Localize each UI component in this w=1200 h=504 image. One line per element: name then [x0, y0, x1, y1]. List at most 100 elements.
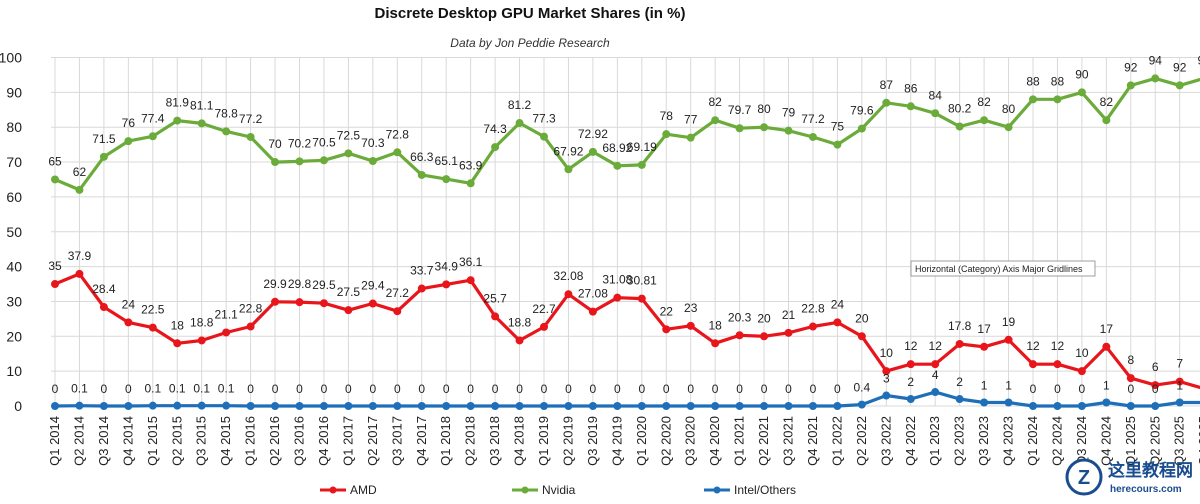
- data-label: 34.9: [435, 259, 459, 273]
- y-tick-label: 30: [6, 293, 22, 309]
- series-line: [54, 390, 1200, 408]
- data-point: [588, 402, 597, 410]
- data-label: 22.7: [532, 302, 556, 316]
- data-point: [368, 157, 377, 166]
- x-tick-label: Q2 2017: [365, 416, 380, 466]
- data-point: [51, 280, 59, 289]
- data-label: 71.5: [92, 132, 116, 146]
- x-tick-label: Q1 2014: [47, 416, 62, 466]
- x-tick-label: Q4 2025: [1196, 416, 1200, 466]
- data-point: [613, 293, 622, 302]
- data-label: 80: [1002, 102, 1016, 116]
- data-label: 10: [880, 346, 894, 360]
- data-label: 0: [125, 382, 132, 396]
- data-label: 0: [443, 382, 450, 396]
- data-point: [833, 318, 842, 327]
- data-point: [295, 298, 304, 307]
- data-point: [99, 303, 108, 312]
- x-tick-label: Q4 2019: [609, 416, 624, 466]
- data-label: 0: [247, 382, 254, 396]
- data-point: [99, 152, 108, 161]
- data-label: 0: [272, 382, 279, 396]
- data-point: [51, 402, 59, 410]
- data-label: 36.1: [459, 255, 483, 269]
- data-label: 65.1: [435, 154, 459, 168]
- data-label: 18: [171, 318, 185, 332]
- data-label: 70.3: [361, 136, 385, 150]
- data-point: [491, 402, 500, 410]
- y-tick-label: 50: [6, 224, 22, 240]
- data-label: 20: [757, 311, 771, 325]
- data-label: 27.2: [386, 286, 410, 300]
- data-point: [1126, 402, 1135, 410]
- data-point: [148, 132, 157, 141]
- data-label: 0: [687, 382, 694, 396]
- data-point: [857, 400, 866, 409]
- data-point: [1151, 402, 1160, 410]
- x-tick-label: Q4 2022: [903, 416, 918, 466]
- data-label: 0: [370, 382, 377, 396]
- x-tick-label: Q2 2025: [1147, 416, 1162, 466]
- x-tick-label: Q3 2023: [976, 416, 991, 466]
- data-point: [564, 402, 573, 410]
- data-point: [662, 402, 671, 410]
- x-tick-label: Q4 2023: [1001, 416, 1016, 466]
- data-point: [295, 402, 304, 410]
- chart-title: Discrete Desktop GPU Market Shares (in %…: [375, 5, 686, 22]
- x-tick-label: Q2 2021: [756, 416, 771, 466]
- data-point: [442, 175, 451, 184]
- data-label: 72.92: [578, 127, 608, 141]
- x-tick-label: Q3 2024: [1074, 416, 1089, 466]
- data-point: [637, 160, 646, 169]
- data-label: 23: [684, 301, 698, 315]
- x-tick-label: Q4 2017: [414, 416, 429, 466]
- data-point: [75, 401, 84, 410]
- data-label: 29.5: [312, 278, 336, 292]
- data-point: [491, 143, 500, 152]
- x-tick-label: Q4 2021: [805, 416, 820, 466]
- data-point: [246, 402, 255, 410]
- data-label: 69.19: [627, 140, 657, 154]
- data-label: 0: [394, 382, 401, 396]
- data-label: 12: [929, 339, 943, 353]
- data-point: [1102, 116, 1111, 125]
- data-label: 20: [855, 311, 869, 325]
- data-point: [222, 127, 231, 136]
- data-point: [588, 147, 597, 156]
- data-point: [1004, 123, 1013, 132]
- data-label: 86: [904, 81, 918, 95]
- x-tick-label: Q3 2025: [1172, 416, 1187, 466]
- data-point: [1175, 81, 1184, 90]
- data-point: [760, 402, 769, 410]
- data-label: 94: [1149, 53, 1163, 67]
- data-point: [442, 280, 451, 289]
- y-tick-label: 0: [14, 398, 22, 414]
- data-point: [686, 321, 695, 330]
- data-label: 0: [638, 382, 645, 396]
- data-point: [75, 185, 84, 194]
- data-label: 78.8: [214, 106, 238, 120]
- data-point: [75, 269, 84, 278]
- legend-item-nvidia: Nvidia: [512, 483, 576, 497]
- y-tick-label: 60: [6, 189, 22, 205]
- data-point: [197, 336, 206, 345]
- data-label: 72.5: [337, 128, 361, 142]
- x-tick-label: Q1 2021: [732, 416, 747, 466]
- data-point: [1126, 374, 1135, 383]
- data-label: 7: [1176, 357, 1183, 371]
- data-label: 67.92: [553, 144, 583, 158]
- data-point: [564, 290, 573, 299]
- tooltip-text: Horizontal (Category) Axis Major Gridlin…: [915, 264, 1083, 274]
- y-tick-label: 90: [6, 84, 22, 100]
- data-point: [466, 402, 475, 410]
- watermark-logo-icon: [1065, 458, 1103, 496]
- data-label: 0: [663, 382, 670, 396]
- data-label: 68.92: [602, 141, 632, 155]
- data-point: [711, 339, 720, 348]
- x-tick-label: Q3 2019: [585, 416, 600, 466]
- data-point: [1151, 74, 1160, 83]
- legend-marker-icon: [713, 486, 721, 494]
- data-point: [931, 388, 940, 397]
- series-amd: [51, 269, 1200, 390]
- x-tick-label: Q4 2014: [120, 416, 135, 466]
